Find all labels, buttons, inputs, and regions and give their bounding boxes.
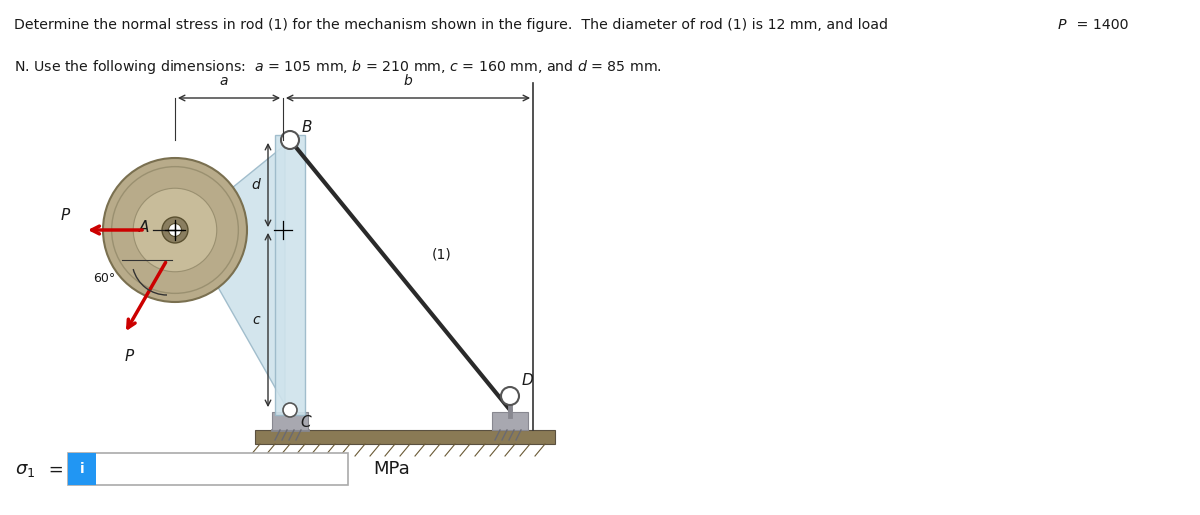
Circle shape (283, 403, 298, 417)
Bar (68, 453, 348, 485)
Bar (492, 412, 528, 430)
Text: D: D (522, 373, 534, 388)
Text: A: A (139, 219, 149, 234)
Bar (68, 453, 96, 485)
Text: 60°: 60° (92, 271, 115, 284)
Text: c: c (252, 313, 260, 327)
Text: b: b (403, 74, 413, 88)
Text: B: B (302, 120, 312, 135)
Circle shape (168, 224, 181, 236)
Text: MPa: MPa (373, 460, 409, 478)
Text: P: P (125, 349, 134, 364)
Text: Determine the normal stress in rod (1) for the mechanism shown in the figure.  T: Determine the normal stress in rod (1) f… (14, 18, 893, 32)
Circle shape (162, 217, 188, 243)
Text: (1): (1) (432, 248, 451, 262)
Circle shape (133, 188, 217, 272)
Polygon shape (190, 145, 286, 405)
Text: N. Use the following dimensions:  $a$ = 105 mm, $b$ = 210 mm, $c$ = 160 mm, and : N. Use the following dimensions: $a$ = 1… (14, 58, 662, 76)
Circle shape (112, 167, 239, 294)
Text: a: a (220, 74, 228, 88)
Text: $\sigma_1$: $\sigma_1$ (14, 461, 35, 479)
Text: d: d (251, 178, 260, 192)
Text: C: C (300, 415, 311, 430)
Text: =: = (43, 461, 64, 479)
Circle shape (103, 158, 247, 302)
Text: P: P (60, 209, 70, 224)
Text: i: i (79, 462, 84, 476)
Bar (256, 430, 554, 444)
Circle shape (502, 387, 520, 405)
Text: $P$: $P$ (1057, 18, 1068, 32)
Bar (272, 412, 308, 430)
Text: = 1400: = 1400 (1072, 18, 1128, 32)
Bar (275, 135, 305, 415)
Circle shape (281, 131, 299, 149)
